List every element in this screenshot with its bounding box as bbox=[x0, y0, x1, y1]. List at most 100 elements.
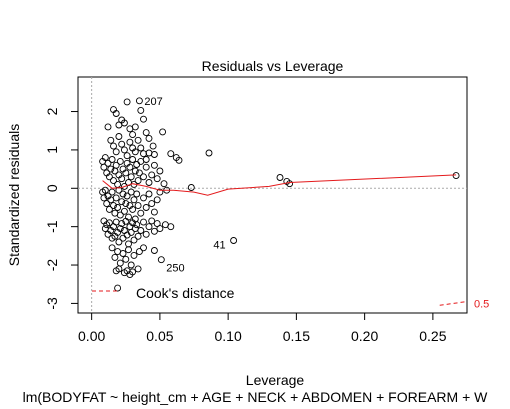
plot-frame bbox=[77, 76, 468, 314]
data-point bbox=[134, 202, 142, 210]
chart-title: Residuals vs Leverage bbox=[202, 58, 344, 74]
data-point bbox=[133, 190, 141, 198]
data-point bbox=[134, 177, 142, 185]
model-formula: lm(BODYFAT ~ height_cm + AGE + NECK + AB… bbox=[23, 389, 489, 405]
data-point bbox=[112, 161, 120, 169]
x-tick-label: 0.05 bbox=[146, 328, 173, 344]
data-point bbox=[101, 186, 109, 194]
y-tick-label: 1 bbox=[44, 146, 60, 154]
data-point bbox=[157, 256, 165, 264]
data-point bbox=[118, 140, 126, 148]
data-point bbox=[119, 250, 127, 257]
data-point bbox=[108, 156, 116, 163]
point-labels: 207 41 250 bbox=[144, 96, 225, 275]
data-point bbox=[120, 207, 128, 215]
data-point bbox=[175, 156, 183, 164]
data-point bbox=[112, 148, 120, 156]
data-point bbox=[108, 244, 116, 252]
data-point bbox=[130, 236, 138, 244]
y-tick-label: 0 bbox=[44, 184, 60, 192]
data-point bbox=[118, 175, 126, 183]
data-point bbox=[129, 219, 137, 227]
data-point bbox=[140, 115, 147, 123]
data-point bbox=[108, 188, 116, 196]
data-point bbox=[133, 161, 141, 168]
data-point bbox=[145, 179, 153, 186]
data-point bbox=[114, 180, 122, 188]
cooks-distance-layer: 0.5 bbox=[439, 298, 489, 310]
data-point bbox=[148, 171, 156, 179]
data-point bbox=[112, 110, 120, 117]
data-point bbox=[142, 163, 150, 171]
data-point bbox=[126, 163, 134, 171]
data-point bbox=[137, 144, 145, 152]
data-point bbox=[134, 232, 142, 240]
smoother-line bbox=[102, 174, 457, 196]
data-point bbox=[135, 97, 143, 105]
data-point bbox=[145, 190, 153, 198]
data-point bbox=[118, 198, 126, 206]
data-point bbox=[116, 225, 124, 233]
data-point bbox=[107, 136, 115, 144]
y-tick-label: 2 bbox=[44, 107, 60, 115]
data-point bbox=[167, 223, 175, 231]
data-point bbox=[104, 123, 112, 131]
legend: Cook's distance bbox=[92, 285, 235, 301]
data-point bbox=[140, 194, 147, 202]
data-point bbox=[156, 225, 164, 233]
x-axis-label: Leverage bbox=[246, 372, 305, 388]
data-point bbox=[140, 244, 147, 252]
data-point bbox=[145, 134, 153, 142]
data-point bbox=[126, 271, 134, 279]
data-point bbox=[153, 175, 161, 183]
data-point bbox=[149, 142, 157, 150]
data-point bbox=[104, 159, 112, 167]
data-points bbox=[99, 97, 460, 292]
data-point bbox=[131, 148, 139, 156]
data-point bbox=[125, 246, 132, 254]
data-point bbox=[123, 152, 131, 160]
data-point bbox=[126, 138, 134, 146]
data-point bbox=[150, 227, 158, 235]
data-point bbox=[110, 142, 117, 150]
data-point bbox=[130, 251, 138, 259]
data-point bbox=[122, 200, 130, 208]
data-point bbox=[114, 204, 122, 211]
reference-lines bbox=[78, 77, 467, 313]
data-point bbox=[150, 247, 158, 254]
data-point bbox=[116, 259, 124, 267]
data-point bbox=[110, 177, 117, 185]
data-point bbox=[101, 154, 109, 162]
data-point bbox=[156, 188, 164, 196]
data-point bbox=[129, 205, 137, 213]
data-point bbox=[123, 192, 131, 200]
data-point bbox=[187, 184, 195, 191]
data-point bbox=[135, 169, 143, 177]
data-point bbox=[142, 129, 150, 137]
y-axis: -3 -2 -1 0 1 2 bbox=[44, 107, 79, 310]
data-point bbox=[122, 255, 130, 263]
data-point bbox=[127, 228, 135, 236]
smoother-layer bbox=[102, 174, 457, 196]
data-point bbox=[276, 174, 284, 181]
data-point bbox=[167, 150, 175, 158]
data-point bbox=[100, 194, 108, 202]
cooks-contour-line bbox=[439, 301, 468, 306]
data-point bbox=[100, 163, 108, 171]
data-point bbox=[129, 131, 137, 139]
data-point bbox=[230, 237, 238, 244]
data-point bbox=[120, 146, 128, 154]
data-point bbox=[110, 202, 117, 210]
cooks-contour-label: 0.5 bbox=[474, 298, 489, 310]
x-axis: 0.00 0.05 0.10 0.15 0.20 0.25 bbox=[78, 312, 447, 344]
data-point bbox=[103, 200, 111, 208]
data-point bbox=[145, 223, 153, 231]
y-tick-label: -3 bbox=[44, 297, 60, 310]
data-point bbox=[120, 182, 128, 190]
x-tick-label: 0.15 bbox=[283, 328, 310, 344]
data-point bbox=[156, 167, 164, 175]
data-point bbox=[130, 196, 138, 204]
data-point bbox=[137, 209, 145, 217]
data-point bbox=[112, 218, 120, 226]
